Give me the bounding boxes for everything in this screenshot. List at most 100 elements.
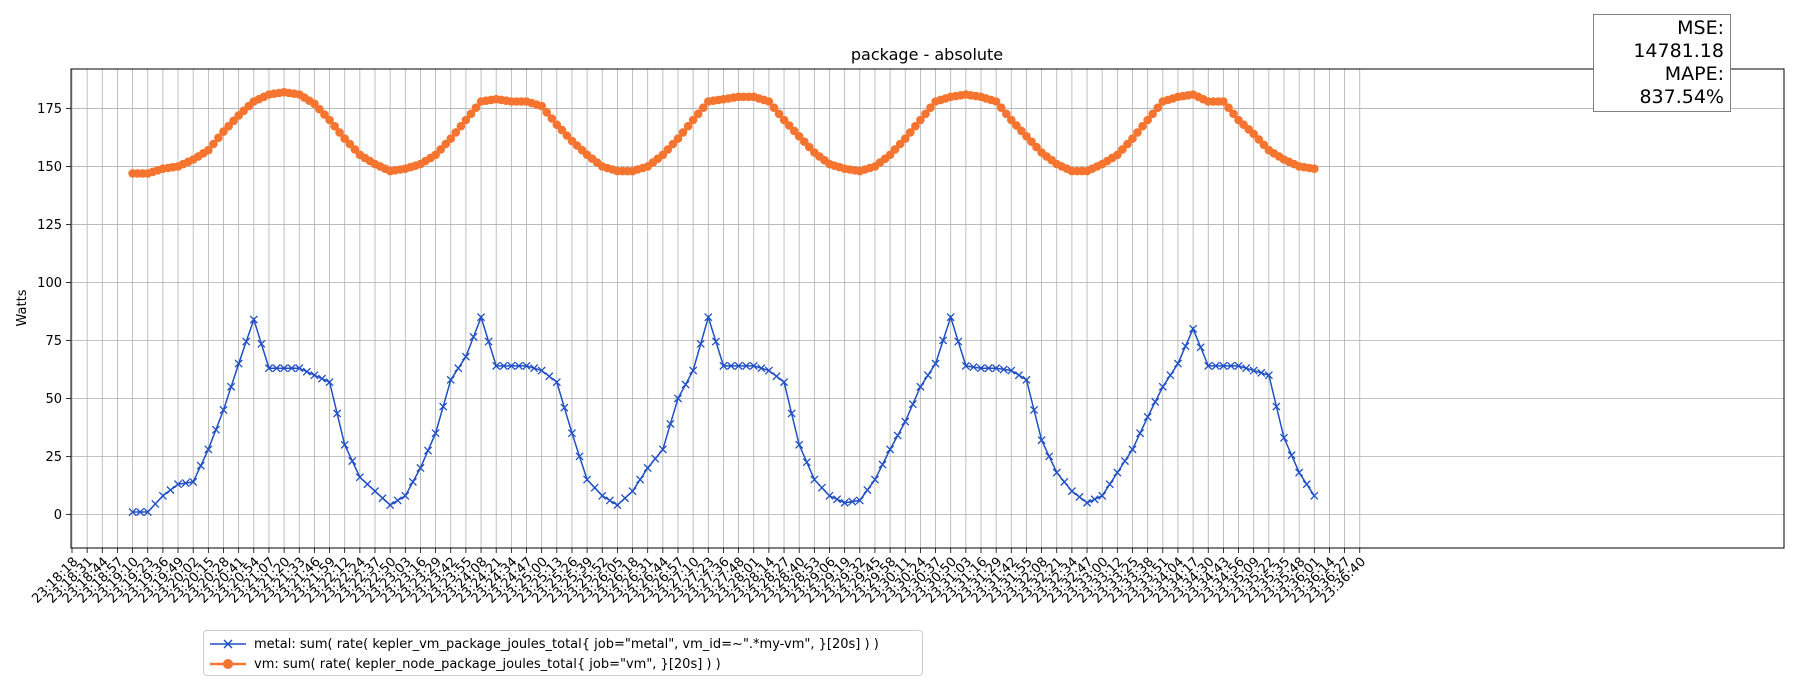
y-axis: 0 25 50 75 100 125 150 175 [37,102,71,523]
data-point [787,409,796,418]
data-point [325,115,334,125]
data-point [545,372,554,381]
data-point [696,339,705,348]
data-point [335,128,344,137]
data-point [991,97,1001,106]
data-point [196,461,205,470]
data-point [795,440,804,449]
data-point [466,109,476,119]
data-point [567,429,577,438]
data-point [345,139,355,149]
data-point [317,374,327,383]
data-point [992,364,1001,373]
data-point [242,337,251,346]
data-point [522,361,531,370]
data-point [454,364,463,373]
data-point [863,485,872,495]
grid-lines [71,69,1784,548]
data-point [668,139,678,149]
data-point [643,463,652,473]
data-point [436,145,446,154]
data-point [926,103,935,112]
data-point [800,137,809,146]
y-tick-label: 75 [45,334,62,349]
data-point [333,409,342,418]
data-point [613,501,622,510]
data-point [969,363,978,372]
data-point [726,361,736,370]
metrics-box: MSE: 14781.18 MAPE: 837.54% [1593,14,1731,112]
data-point [794,132,804,141]
data-point [363,480,372,489]
data-point [895,139,905,149]
data-point [1242,364,1251,373]
data-point [1002,109,1011,119]
data-point [1249,366,1258,375]
series-layer [128,87,1319,517]
data-point [1219,361,1228,370]
data-point [911,121,920,131]
mse-value: MSE: 14781.18 [1633,17,1724,62]
data-point [996,103,1006,112]
data-point [542,108,551,117]
data-point [1014,371,1023,380]
data-point [128,507,137,517]
data-point [764,366,773,375]
data-point [401,491,410,500]
data-point [1045,452,1054,461]
data-point [386,501,395,510]
data-point [658,445,667,454]
data-point [1138,121,1147,131]
data-point [1272,402,1281,411]
data-point [393,496,402,505]
data-point [446,375,455,384]
data-point [789,126,799,136]
data-point [825,491,834,500]
data-point [923,371,933,380]
data-point [848,497,857,506]
data-point [1234,361,1243,370]
data-point [711,337,720,346]
data-point [916,382,925,391]
data-point [1257,368,1266,377]
data-point [446,134,456,143]
y-tick-label: 125 [37,218,62,233]
data-point [295,364,304,373]
y-tick-label: 150 [37,160,62,175]
data-point [984,364,993,373]
data-point [423,446,433,455]
data-point [651,454,660,463]
y-tick-label: 50 [45,392,62,407]
data-point [302,367,311,376]
legend-entry-vm: vm: sum( rate( kepler_node_package_joule… [210,654,916,674]
data-point [560,403,569,412]
data-point [348,456,357,466]
data-point [1027,137,1036,146]
data-point [719,361,728,370]
data-point [1113,150,1122,160]
data-point [1067,487,1076,496]
data-point [885,150,895,160]
data-point [1264,371,1273,380]
data-point [1143,412,1152,422]
data-point [1254,135,1264,144]
data-point [1204,361,1213,370]
data-point [1166,371,1175,380]
data-point [1224,103,1233,112]
data-point [999,365,1008,374]
data-point [189,477,198,486]
legend-marker-x-icon [210,639,246,649]
data-point [214,133,223,143]
data-point [1151,397,1160,406]
data-point [471,103,481,112]
data-point [802,458,811,467]
data-point [350,145,360,154]
data-point [1189,324,1198,333]
data-point [1029,405,1039,415]
data-point [1295,468,1304,477]
data-point [1181,342,1190,351]
data-point [1060,477,1069,486]
data-point [931,359,940,368]
data-point [683,121,693,131]
data-point [1118,145,1127,154]
